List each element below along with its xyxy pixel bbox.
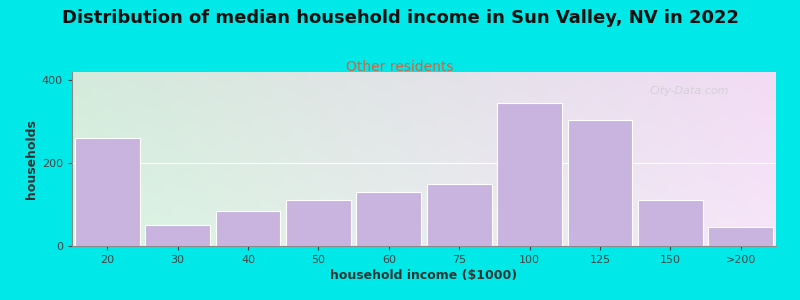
Bar <box>638 200 702 246</box>
Bar <box>75 138 139 246</box>
Bar <box>427 184 491 246</box>
X-axis label: household income ($1000): household income ($1000) <box>330 269 518 282</box>
Y-axis label: households: households <box>25 119 38 199</box>
Bar <box>357 192 421 246</box>
Text: Distribution of median household income in Sun Valley, NV in 2022: Distribution of median household income … <box>62 9 738 27</box>
Bar <box>216 211 280 246</box>
Bar <box>286 200 350 246</box>
Bar <box>498 103 562 246</box>
Bar <box>146 225 210 246</box>
Text: City-Data.com: City-Data.com <box>650 86 729 96</box>
Bar <box>568 120 632 246</box>
Bar <box>709 227 773 246</box>
Text: Other residents: Other residents <box>346 60 454 74</box>
